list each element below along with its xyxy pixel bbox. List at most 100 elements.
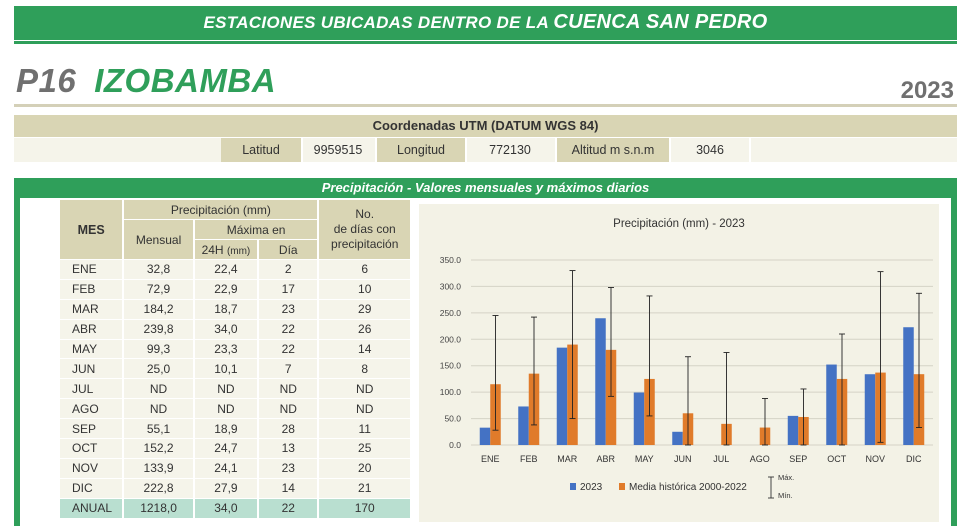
legend-min-label: Mín. (778, 491, 793, 500)
cell-dia: 14 (259, 478, 320, 499)
station-title: P16 IZOBAMBA (16, 62, 276, 100)
cell-max24: 18,9 (194, 419, 260, 440)
chart-title: Precipitación (mm) - 2023 (613, 218, 745, 230)
cell-mes: DIC (60, 478, 125, 499)
y-tick-label: 0.0 (449, 440, 461, 450)
bar-2023 (826, 364, 837, 445)
cell-max24: ND (194, 379, 260, 400)
cell-dia: 7 (259, 359, 320, 380)
cell-dia: 28 (259, 419, 320, 440)
header-dias-con: de días con (333, 222, 396, 236)
x-tick-label: DIC (906, 454, 922, 464)
y-tick-label: 350.0 (440, 255, 462, 265)
cell-mensual: 55,1 (124, 419, 195, 440)
cell-mes: OCT (60, 439, 125, 459)
header-mensual: Mensual (124, 220, 195, 260)
banner-emphasis: CUENCA SAN PEDRO (553, 11, 768, 33)
cell-mensual: ND (124, 379, 195, 400)
cell-max24: 10,1 (194, 359, 260, 380)
chart-title-text: Precipitación (mm) - (613, 218, 719, 230)
coordinates-row: Latitud 9959515 Longitud 772130 Altitud … (14, 138, 957, 162)
table-row: JUN 25,0 10,1 7 8 (60, 359, 412, 380)
coordinates-title: Coordenadas UTM (DATUM WGS 84) (14, 115, 957, 137)
header-dias: No. de días con precipitación (319, 200, 412, 260)
x-tick-label: SEP (789, 454, 807, 464)
altitude-label: Altitud m s.n.m (555, 138, 669, 162)
bar-2023 (556, 347, 568, 445)
section-title: Precipitación - Valores mensuales y máxi… (14, 178, 957, 198)
y-tick-label: 50.0 (444, 414, 461, 424)
x-tick-label: MAY (635, 454, 654, 464)
cell-max24: 23,3 (194, 339, 260, 360)
altitude-value: 3046 (669, 138, 749, 162)
cell-mensual: 133,9 (124, 458, 195, 479)
cell-dias: 29 (319, 299, 412, 320)
table-row: SEP 55,1 18,9 28 11 (60, 419, 412, 440)
cell-mes: JUN (60, 359, 125, 380)
station-year: 2023 (900, 77, 954, 104)
chart-panel: Precipitación (mm) - 2023 0.0 50.0 100.0 150… (419, 204, 939, 522)
cell-mes: FEB (60, 279, 125, 300)
legend-max-label: Máx. (778, 473, 794, 482)
cell-dia: 22 (259, 498, 320, 519)
chart-title-year: 2023 (719, 218, 745, 230)
cell-mensual: 99,3 (124, 339, 195, 360)
table-total-row: ANUAL 1218,0 34,0 22 170 (60, 498, 412, 519)
table-row: MAY 99,3 23,3 22 14 (60, 339, 412, 360)
y-tick-label: 150.0 (440, 361, 462, 371)
table-row: ABR 239,8 34,0 22 26 (60, 319, 412, 340)
bar-2023 (864, 374, 876, 445)
x-tick-label: MAR (557, 454, 578, 464)
banner-prefix: ESTACIONES UBICADAS DENTRO DE LA (203, 13, 554, 32)
bar-2023 (518, 406, 529, 445)
cell-dias: 26 (319, 319, 412, 340)
header-24h: 24H (mm) (194, 240, 260, 260)
legend-label-media: Media histórica 2000-2022 (629, 482, 747, 493)
bar-2023 (633, 392, 645, 445)
cell-dias: 8 (319, 359, 412, 380)
table-row: OCT 152,2 24,7 13 25 (60, 439, 412, 459)
x-tick-label: NOV (865, 454, 885, 464)
cell-mes: MAY (60, 339, 125, 360)
cell-max24: ND (194, 399, 260, 420)
bar-2023 (479, 427, 491, 445)
cell-dias: 25 (319, 439, 412, 459)
cell-dia: 22 (259, 319, 320, 340)
table-row: AGO ND ND ND ND (60, 399, 412, 420)
cell-mes: SEP (60, 419, 125, 440)
cell-dia: 22 (259, 339, 320, 360)
cell-max24: 34,0 (194, 498, 260, 519)
header-24h-label: 24H (201, 242, 224, 257)
bar-2023 (903, 327, 914, 445)
station-name: IZOBAMBA (94, 62, 277, 99)
bar-media-historica (605, 349, 617, 445)
precipitation-table: MES Precipitación (mm) No. de días con p… (60, 200, 412, 519)
cell-dias: 20 (319, 458, 412, 479)
cell-mes: MAR (60, 299, 125, 320)
longitude-label: Longitud (375, 138, 465, 162)
cell-mensual: 72,9 (124, 279, 195, 300)
cell-mensual: ND (124, 399, 195, 420)
divider (14, 104, 957, 107)
cell-max24: 24,1 (194, 458, 260, 479)
cell-mensual: 32,8 (124, 260, 195, 280)
cell-mes: ENE (60, 260, 125, 280)
table-row: JUL ND ND ND ND (60, 379, 412, 400)
legend-swatch-2023 (570, 483, 576, 490)
longitude-value: 772130 (465, 138, 553, 162)
x-tick-label: ABR (596, 454, 615, 464)
legend-label-2023: 2023 (580, 482, 603, 493)
cell-mensual: 152,2 (124, 439, 195, 459)
cell-mes: NOV (60, 458, 125, 479)
section-frame (14, 198, 957, 526)
cell-mes: AGO (60, 399, 125, 420)
cell-max24: 18,7 (194, 299, 260, 320)
cell-dia: 23 (259, 458, 320, 479)
cell-dia: 13 (259, 439, 320, 459)
table-row: ENE 32,8 22,4 2 6 (60, 260, 412, 280)
cell-dias: ND (319, 399, 412, 420)
table-row: MAR 184,2 18,7 23 29 (60, 299, 412, 320)
bar-2023 (595, 318, 606, 445)
cell-dia: 23 (259, 299, 320, 320)
cell-max24: 34,0 (194, 319, 260, 340)
